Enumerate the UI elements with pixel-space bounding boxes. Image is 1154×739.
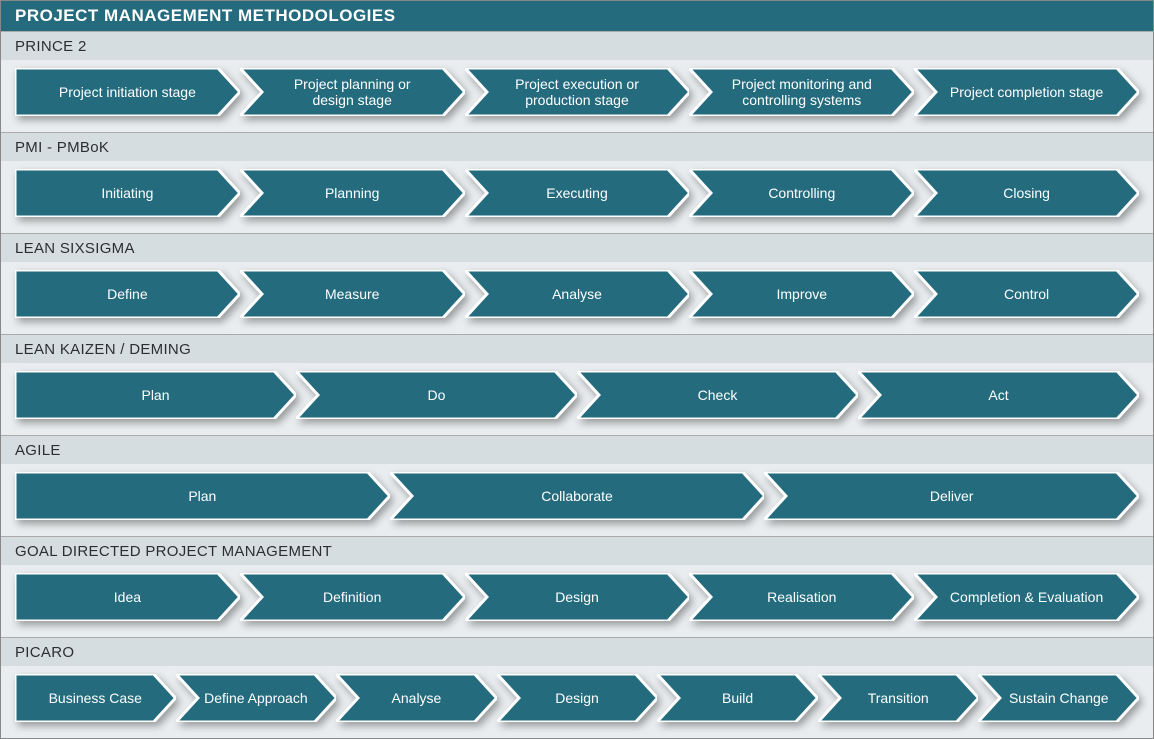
- stage-label: Plan: [15, 371, 296, 419]
- stage-chevron: Measure: [240, 270, 465, 318]
- section-header: PICARO: [1, 638, 1153, 666]
- stage-chevron: Realisation: [689, 573, 914, 621]
- stage-label: Analyse: [336, 674, 497, 722]
- main-title: PROJECT MANAGEMENT METHODOLOGIES: [1, 1, 1153, 31]
- stage-label: Project planning or design stage: [240, 68, 465, 116]
- section: GOAL DIRECTED PROJECT MANAGEMENT IdeaDefi…: [1, 536, 1153, 637]
- stage-chevron: Analyse: [336, 674, 497, 722]
- stage-chevron: Definition: [240, 573, 465, 621]
- diagram-container: PROJECT MANAGEMENT METHODOLOGIES PRINCE …: [0, 0, 1154, 739]
- stage-label: Control: [914, 270, 1139, 318]
- section: PMI - PMBoK InitiatingPlanningExecutingCo…: [1, 132, 1153, 233]
- stage-label: Planning: [240, 169, 465, 217]
- stage-label: Define: [15, 270, 240, 318]
- stage-chevron: Plan: [15, 472, 390, 520]
- section: LEAN KAIZEN / DEMING PlanDoCheckAct: [1, 334, 1153, 435]
- stage-label: Sustain Change: [978, 674, 1139, 722]
- section: PRINCE 2Project initiation stageProject …: [1, 31, 1153, 132]
- stage-chevron: Analyse: [465, 270, 690, 318]
- stage-chevron: Project completion stage: [914, 68, 1139, 116]
- stage-chevron: Define: [15, 270, 240, 318]
- section: LEAN SIXSIGMA DefineMeasureAnalyseImprove…: [1, 233, 1153, 334]
- section-header: LEAN SIXSIGMA: [1, 234, 1153, 262]
- stage-chevron: Project execution or production stage: [465, 68, 690, 116]
- stage-chevron: Deliver: [764, 472, 1139, 520]
- stage-label: Business Case: [15, 674, 176, 722]
- stage-label: Collaborate: [390, 472, 765, 520]
- stage-label: Closing: [914, 169, 1139, 217]
- stage-label: Definition: [240, 573, 465, 621]
- arrows-wrap: Project initiation stageProject planning…: [15, 68, 1139, 116]
- arrows-wrap: PlanCollaborateDeliver: [15, 472, 1139, 520]
- stage-label: Completion & Evaluation: [914, 573, 1139, 621]
- stage-label: Idea: [15, 573, 240, 621]
- stage-label: Improve: [689, 270, 914, 318]
- stage-chevron: Transition: [818, 674, 979, 722]
- section: PICARO Business CaseDefine ApproachAnalys…: [1, 637, 1153, 738]
- stage-chevron: Completion & Evaluation: [914, 573, 1139, 621]
- stage-label: Do: [296, 371, 577, 419]
- stage-chevron: Do: [296, 371, 577, 419]
- stage-chevron: Controlling: [689, 169, 914, 217]
- arrows-wrap: PlanDoCheckAct: [15, 371, 1139, 419]
- section: AGILE PlanCollaborateDeliver: [1, 435, 1153, 536]
- stage-label: Project completion stage: [914, 68, 1139, 116]
- stage-chevron: Business Case: [15, 674, 176, 722]
- stage-chevron: Design: [465, 573, 690, 621]
- stage-chevron: Improve: [689, 270, 914, 318]
- arrow-row: Project initiation stageProject planning…: [1, 60, 1153, 132]
- stage-chevron: Sustain Change: [978, 674, 1139, 722]
- stage-label: Design: [497, 674, 658, 722]
- stage-label: Measure: [240, 270, 465, 318]
- stage-label: Initiating: [15, 169, 240, 217]
- stage-chevron: Build: [657, 674, 818, 722]
- stage-chevron: Control: [914, 270, 1139, 318]
- section-header: PMI - PMBoK: [1, 133, 1153, 161]
- stage-label: Check: [577, 371, 858, 419]
- stage-label: Executing: [465, 169, 690, 217]
- stage-chevron: Project monitoring and controlling syste…: [689, 68, 914, 116]
- arrow-row: PlanDoCheckAct: [1, 363, 1153, 435]
- stage-label: Analyse: [465, 270, 690, 318]
- stage-chevron: Design: [497, 674, 658, 722]
- section-header: AGILE: [1, 436, 1153, 464]
- sections-list: PRINCE 2Project initiation stageProject …: [1, 31, 1153, 738]
- arrows-wrap: DefineMeasureAnalyseImproveControl: [15, 270, 1139, 318]
- stage-label: Realisation: [689, 573, 914, 621]
- stage-chevron: Plan: [15, 371, 296, 419]
- arrows-wrap: Business CaseDefine ApproachAnalyseDesig…: [15, 674, 1139, 722]
- arrow-row: DefineMeasureAnalyseImproveControl: [1, 262, 1153, 334]
- arrow-row: InitiatingPlanningExecutingControllingCl…: [1, 161, 1153, 233]
- stage-chevron: Project planning or design stage: [240, 68, 465, 116]
- stage-label: Act: [858, 371, 1139, 419]
- stage-label: Project execution or production stage: [465, 68, 690, 116]
- section-header: LEAN KAIZEN / DEMING: [1, 335, 1153, 363]
- stage-chevron: Act: [858, 371, 1139, 419]
- stage-chevron: Collaborate: [390, 472, 765, 520]
- stage-label: Project initiation stage: [15, 68, 240, 116]
- arrow-row: PlanCollaborateDeliver: [1, 464, 1153, 536]
- stage-chevron: Planning: [240, 169, 465, 217]
- stage-chevron: Define Approach: [176, 674, 337, 722]
- stage-chevron: Initiating: [15, 169, 240, 217]
- stage-chevron: Closing: [914, 169, 1139, 217]
- stage-chevron: Project initiation stage: [15, 68, 240, 116]
- stage-label: Controlling: [689, 169, 914, 217]
- stage-chevron: Check: [577, 371, 858, 419]
- stage-label: Project monitoring and controlling syste…: [689, 68, 914, 116]
- stage-label: Deliver: [764, 472, 1139, 520]
- stage-label: Define Approach: [176, 674, 337, 722]
- stage-chevron: Idea: [15, 573, 240, 621]
- arrows-wrap: InitiatingPlanningExecutingControllingCl…: [15, 169, 1139, 217]
- arrows-wrap: IdeaDefinitionDesignRealisationCompletio…: [15, 573, 1139, 621]
- stage-chevron: Executing: [465, 169, 690, 217]
- section-header: GOAL DIRECTED PROJECT MANAGEMENT: [1, 537, 1153, 565]
- stage-label: Plan: [15, 472, 390, 520]
- stage-label: Transition: [818, 674, 979, 722]
- stage-label: Design: [465, 573, 690, 621]
- stage-label: Build: [657, 674, 818, 722]
- arrow-row: IdeaDefinitionDesignRealisationCompletio…: [1, 565, 1153, 637]
- section-header: PRINCE 2: [1, 32, 1153, 60]
- arrow-row: Business CaseDefine ApproachAnalyseDesig…: [1, 666, 1153, 738]
